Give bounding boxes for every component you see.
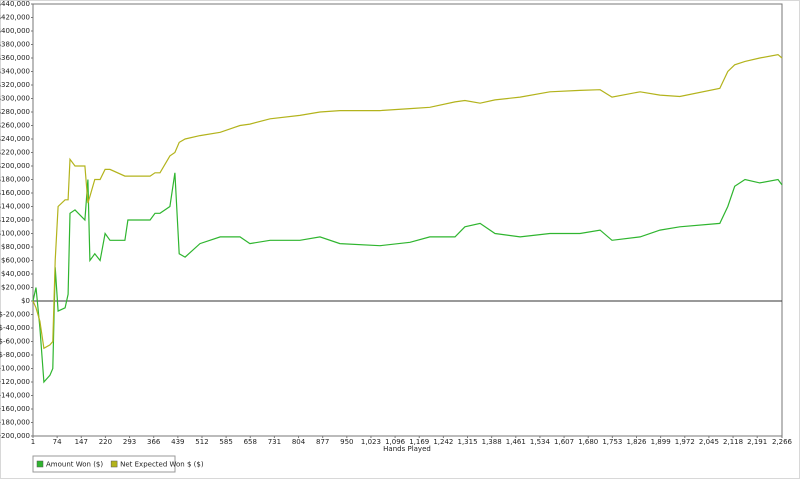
y-tick-label: $-140,000 <box>0 392 30 400</box>
legend-label: Net Expected Won $ ($) <box>120 461 204 469</box>
y-tick-label: $280,000 <box>0 108 30 116</box>
y-tick-label: $120,000 <box>0 216 30 224</box>
y-tick-label: $240,000 <box>0 135 30 143</box>
y-tick-label: $-100,000 <box>0 365 30 373</box>
series-line <box>32 172 783 384</box>
y-tick-label: $80,000 <box>1 243 30 251</box>
x-tick-label: 2,118 <box>723 438 743 446</box>
y-tick-label: $140,000 <box>0 203 30 211</box>
y-tick-label: $440,000 <box>0 0 30 8</box>
y-tick-label: $0 <box>21 297 30 305</box>
x-tick-label: 1,753 <box>602 438 622 446</box>
legend-swatch <box>36 460 44 468</box>
y-tick-label: $-120,000 <box>0 378 30 386</box>
y-tick-label: $380,000 <box>0 41 30 49</box>
y-tick-label: $-180,000 <box>0 419 30 427</box>
x-tick-label: 804 <box>292 438 306 446</box>
x-tick-label: 512 <box>195 438 208 446</box>
y-tick-label: $320,000 <box>0 81 30 89</box>
x-tick-label: 1 <box>31 438 35 446</box>
legend-swatch <box>110 460 118 468</box>
x-tick-label: 1,534 <box>530 438 551 446</box>
x-tick-label: 658 <box>244 438 257 446</box>
x-tick-label: 439 <box>171 438 184 446</box>
x-tick-label: 585 <box>219 438 232 446</box>
y-tick-label: $-80,000 <box>0 351 30 359</box>
y-tick-label: $360,000 <box>0 54 30 62</box>
y-tick-label: $-40,000 <box>0 324 30 332</box>
y-tick-label: $340,000 <box>0 68 30 76</box>
y-tick-label: $100,000 <box>0 230 30 238</box>
y-tick-label: $220,000 <box>0 149 30 157</box>
x-tick-label: 2,266 <box>772 438 793 446</box>
x-tick-label: 731 <box>268 438 281 446</box>
x-tick-label: 147 <box>75 438 88 446</box>
x-tick-label: 220 <box>99 438 112 446</box>
x-tick-label: 74 <box>53 438 62 446</box>
y-tick-label: $-60,000 <box>0 338 30 346</box>
y-tick-label: $-20,000 <box>0 311 30 319</box>
y-tick-label: $400,000 <box>0 27 30 35</box>
x-tick-label: 1,242 <box>433 438 453 446</box>
x-tick-label: 2,045 <box>699 438 719 446</box>
x-tick-label: 950 <box>340 438 353 446</box>
y-tick-label: $20,000 <box>1 284 30 292</box>
y-tick-label: $300,000 <box>0 95 30 103</box>
x-tick-label: 877 <box>316 438 329 446</box>
y-tick-label: $420,000 <box>0 14 30 22</box>
y-tick-label: $60,000 <box>1 257 30 265</box>
legend-box <box>32 455 176 473</box>
y-tick-label: $200,000 <box>0 162 30 170</box>
x-tick-label: 1,826 <box>626 438 647 446</box>
x-tick-label: 1,315 <box>457 438 477 446</box>
x-tick-label: 1,023 <box>361 438 381 446</box>
x-tick-label: 366 <box>147 438 161 446</box>
x-tick-label: 1,096 <box>385 438 406 446</box>
series-line <box>32 53 783 350</box>
x-tick-label: 1,972 <box>675 438 695 446</box>
y-tick-label: $-200,000 <box>0 432 30 440</box>
x-tick-label: 1,680 <box>578 438 598 446</box>
x-tick-label: 2,191 <box>747 438 767 446</box>
x-axis-label: Hands Played <box>383 445 431 453</box>
y-tick-label: $-160,000 <box>0 405 30 413</box>
y-tick-label: $160,000 <box>0 189 30 197</box>
y-tick-label: $260,000 <box>0 122 30 130</box>
x-tick-label: 1,169 <box>409 438 429 446</box>
y-tick-label: $40,000 <box>1 270 30 278</box>
x-tick-label: 293 <box>123 438 136 446</box>
x-tick-label: 1,388 <box>482 438 502 446</box>
x-tick-label: 1,899 <box>651 438 671 446</box>
y-tick-label: $180,000 <box>0 176 30 184</box>
x-tick-label: 1,607 <box>554 438 574 446</box>
x-tick-label: 1,461 <box>506 438 526 446</box>
legend-label: Amount Won ($) <box>46 461 103 469</box>
